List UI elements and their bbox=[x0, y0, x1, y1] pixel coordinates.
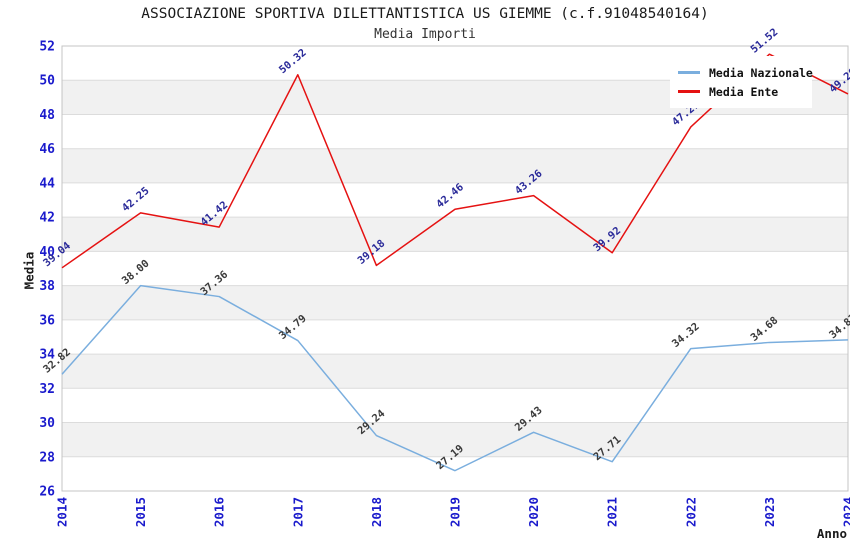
plot-band bbox=[62, 148, 848, 183]
y-tick-label: 38 bbox=[39, 279, 55, 294]
data-point-label: 38.00 bbox=[120, 258, 152, 288]
x-tick-label: 2020 bbox=[526, 497, 541, 527]
data-point-label: 34.32 bbox=[670, 321, 702, 351]
x-tick-label: 2015 bbox=[133, 497, 148, 527]
x-tick-label: 2022 bbox=[683, 497, 698, 527]
x-tick-label: 2021 bbox=[605, 497, 620, 527]
y-tick-label: 44 bbox=[39, 176, 55, 191]
y-tick-label: 36 bbox=[39, 313, 55, 328]
legend-label-media-ente: Media Ente bbox=[709, 84, 779, 99]
plot-band bbox=[62, 422, 848, 457]
y-tick-label: 40 bbox=[39, 245, 55, 260]
data-point-label: 42.25 bbox=[120, 185, 152, 215]
x-tick-label: 2014 bbox=[55, 497, 70, 527]
data-point-label: 50.32 bbox=[277, 47, 309, 77]
media-nazionale-line bbox=[61, 284, 849, 472]
x-tick-label: 2023 bbox=[762, 497, 777, 527]
chart-title: ASSOCIAZIONE SPORTIVA DILETTANTISTICA US… bbox=[141, 6, 709, 22]
y-axis-title: Media bbox=[21, 251, 37, 290]
y-tick-label: 32 bbox=[39, 382, 55, 397]
x-tick-label: 2017 bbox=[290, 497, 305, 527]
legend-label-media-nazionale: Media Nazionale bbox=[709, 65, 813, 80]
y-tick-label: 46 bbox=[39, 142, 55, 157]
y-tick-label: 26 bbox=[39, 485, 55, 500]
y-tick-label: 48 bbox=[39, 108, 55, 123]
data-point-label: 42.46 bbox=[434, 181, 466, 211]
y-tick-label: 42 bbox=[39, 211, 55, 226]
plot-band bbox=[62, 285, 848, 320]
legend-item-media-nazionale: Media Nazionale bbox=[678, 63, 813, 82]
legend-item-media-ente: Media Ente bbox=[678, 82, 812, 101]
y-tick-label: 30 bbox=[39, 416, 55, 431]
media-nazionale-line-icon bbox=[678, 71, 700, 74]
media-ente-line-icon bbox=[678, 90, 700, 93]
x-tick-label: 2019 bbox=[448, 497, 463, 527]
plot-border bbox=[61, 45, 849, 492]
y-tick-label: 28 bbox=[39, 450, 55, 465]
x-axis-title: Anno bbox=[816, 526, 847, 541]
x-tick-label: 2016 bbox=[212, 497, 227, 527]
plot-band bbox=[62, 217, 848, 252]
y-tick-label: 34 bbox=[39, 348, 55, 363]
plot-band bbox=[62, 354, 848, 389]
chart-subtitle: Media Importi bbox=[374, 27, 476, 42]
y-tick-label: 52 bbox=[39, 40, 55, 55]
x-tick-label: 2018 bbox=[369, 497, 384, 527]
x-tick-label: 2024 bbox=[841, 497, 850, 527]
y-tick-label: 50 bbox=[39, 74, 55, 89]
data-point-label: 51.52 bbox=[749, 26, 781, 56]
legend: Media Nazionale Media Ente bbox=[670, 56, 813, 108]
